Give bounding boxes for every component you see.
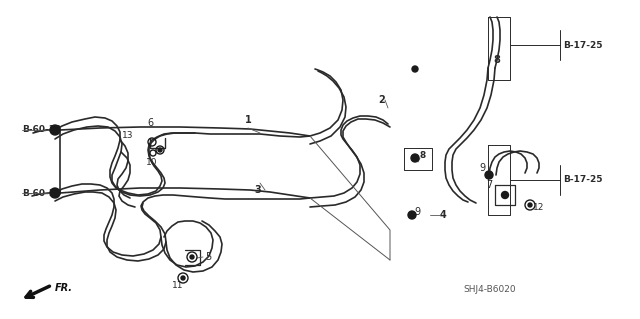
Text: B-60-10: B-60-10 [22, 125, 61, 135]
Text: 8: 8 [493, 55, 500, 65]
Circle shape [408, 211, 416, 219]
Text: 6: 6 [147, 118, 153, 128]
Circle shape [158, 148, 162, 152]
Circle shape [485, 171, 493, 179]
Text: 8: 8 [420, 151, 426, 160]
Text: 12: 12 [533, 203, 545, 211]
Text: 2: 2 [378, 95, 385, 105]
Text: 7: 7 [486, 180, 492, 190]
Circle shape [50, 188, 60, 198]
Circle shape [528, 203, 532, 207]
Text: B-17-25: B-17-25 [563, 41, 602, 49]
Text: 11: 11 [172, 280, 183, 290]
Text: 9: 9 [414, 207, 420, 217]
Circle shape [412, 66, 418, 72]
Text: B-17-25: B-17-25 [563, 175, 602, 184]
Text: 13: 13 [122, 130, 133, 139]
Circle shape [190, 255, 194, 259]
Text: 3: 3 [255, 185, 261, 195]
Text: FR.: FR. [55, 283, 73, 293]
Text: 5: 5 [205, 252, 211, 262]
Circle shape [181, 276, 185, 280]
Text: SHJ4-B6020: SHJ4-B6020 [464, 286, 516, 294]
Circle shape [50, 125, 60, 135]
Text: 1: 1 [244, 115, 252, 125]
Circle shape [502, 191, 509, 198]
Circle shape [411, 154, 419, 162]
Text: 4: 4 [440, 210, 447, 220]
Text: B-60-10: B-60-10 [22, 189, 61, 197]
Text: 10: 10 [147, 158, 157, 167]
Text: 9: 9 [479, 163, 485, 173]
